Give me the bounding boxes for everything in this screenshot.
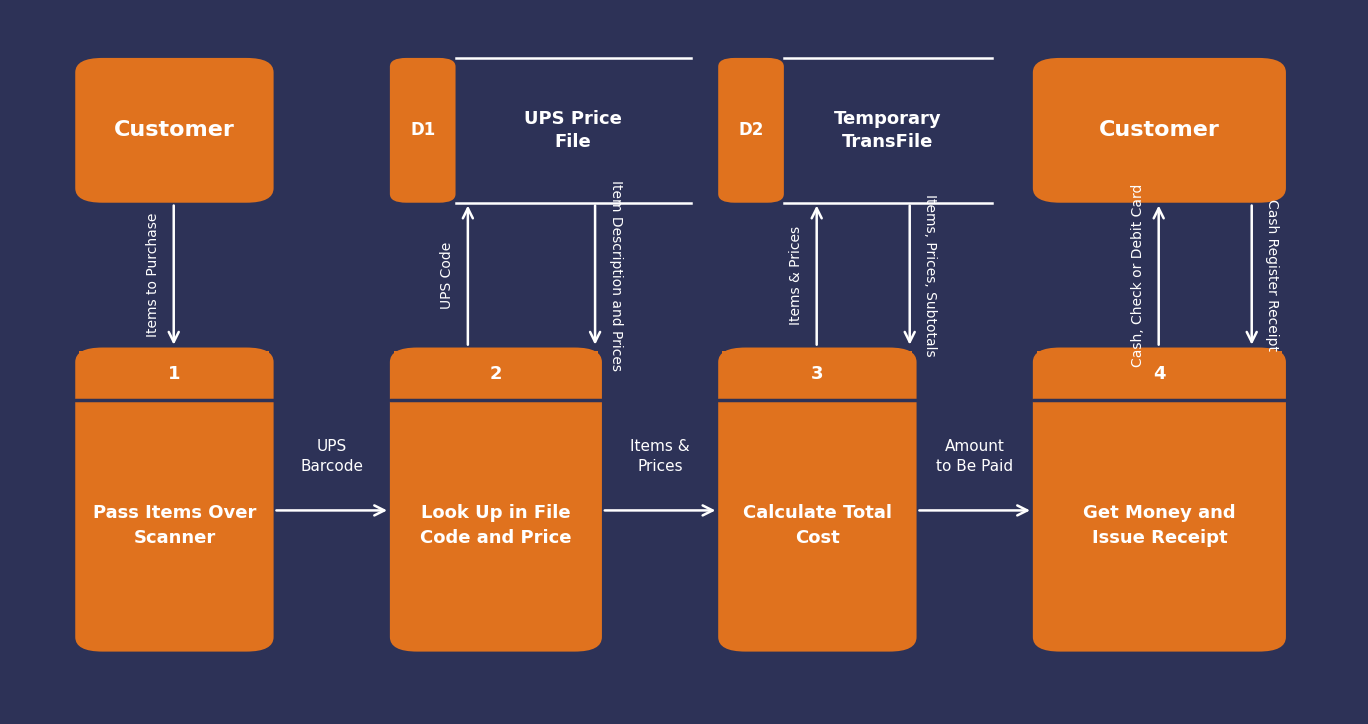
Text: 4: 4 [1153, 365, 1166, 382]
Bar [394, 351, 598, 400]
FancyBboxPatch shape [1033, 348, 1286, 652]
Bar [722, 351, 912, 400]
Text: Item Description and Prices: Item Description and Prices [609, 180, 622, 371]
Text: UPS Code: UPS Code [440, 242, 454, 308]
Text: Customer: Customer [1099, 120, 1220, 140]
Text: Items &
Prices: Items & Prices [631, 439, 689, 474]
Text: 2: 2 [490, 365, 502, 382]
Text: UPS Price
File: UPS Price File [524, 109, 622, 151]
Text: 3: 3 [811, 365, 824, 382]
Text: Pass Items Over
Scanner: Pass Items Over Scanner [93, 504, 256, 547]
FancyBboxPatch shape [1033, 58, 1286, 203]
Text: Cash, Check or Debit Card: Cash, Check or Debit Card [1131, 183, 1145, 367]
Text: 1: 1 [168, 365, 181, 382]
FancyBboxPatch shape [718, 58, 784, 203]
Text: Calculate Total
Cost: Calculate Total Cost [743, 504, 892, 547]
Bar [1037, 351, 1282, 400]
Text: UPS
Barcode: UPS Barcode [300, 439, 364, 474]
FancyBboxPatch shape [390, 58, 456, 203]
Text: Customer: Customer [114, 120, 235, 140]
Text: Get Money and
Issue Receipt: Get Money and Issue Receipt [1083, 504, 1235, 547]
FancyBboxPatch shape [390, 348, 602, 652]
Text: Items & Prices: Items & Prices [789, 226, 803, 324]
FancyBboxPatch shape [718, 348, 917, 652]
Text: D2: D2 [739, 122, 763, 139]
Text: Amount
to Be Paid: Amount to Be Paid [936, 439, 1014, 474]
Text: Items, Prices, Subtotals: Items, Prices, Subtotals [923, 194, 937, 356]
Text: Temporary
TransFile: Temporary TransFile [834, 109, 941, 151]
FancyBboxPatch shape [75, 58, 274, 203]
Text: Items to Purchase: Items to Purchase [146, 213, 160, 337]
Text: Cash Register Receipt: Cash Register Receipt [1265, 199, 1279, 351]
FancyBboxPatch shape [75, 348, 274, 652]
Text: Look Up in File
Code and Price: Look Up in File Code and Price [420, 504, 572, 547]
Bar [79, 351, 269, 400]
Text: D1: D1 [410, 122, 435, 139]
